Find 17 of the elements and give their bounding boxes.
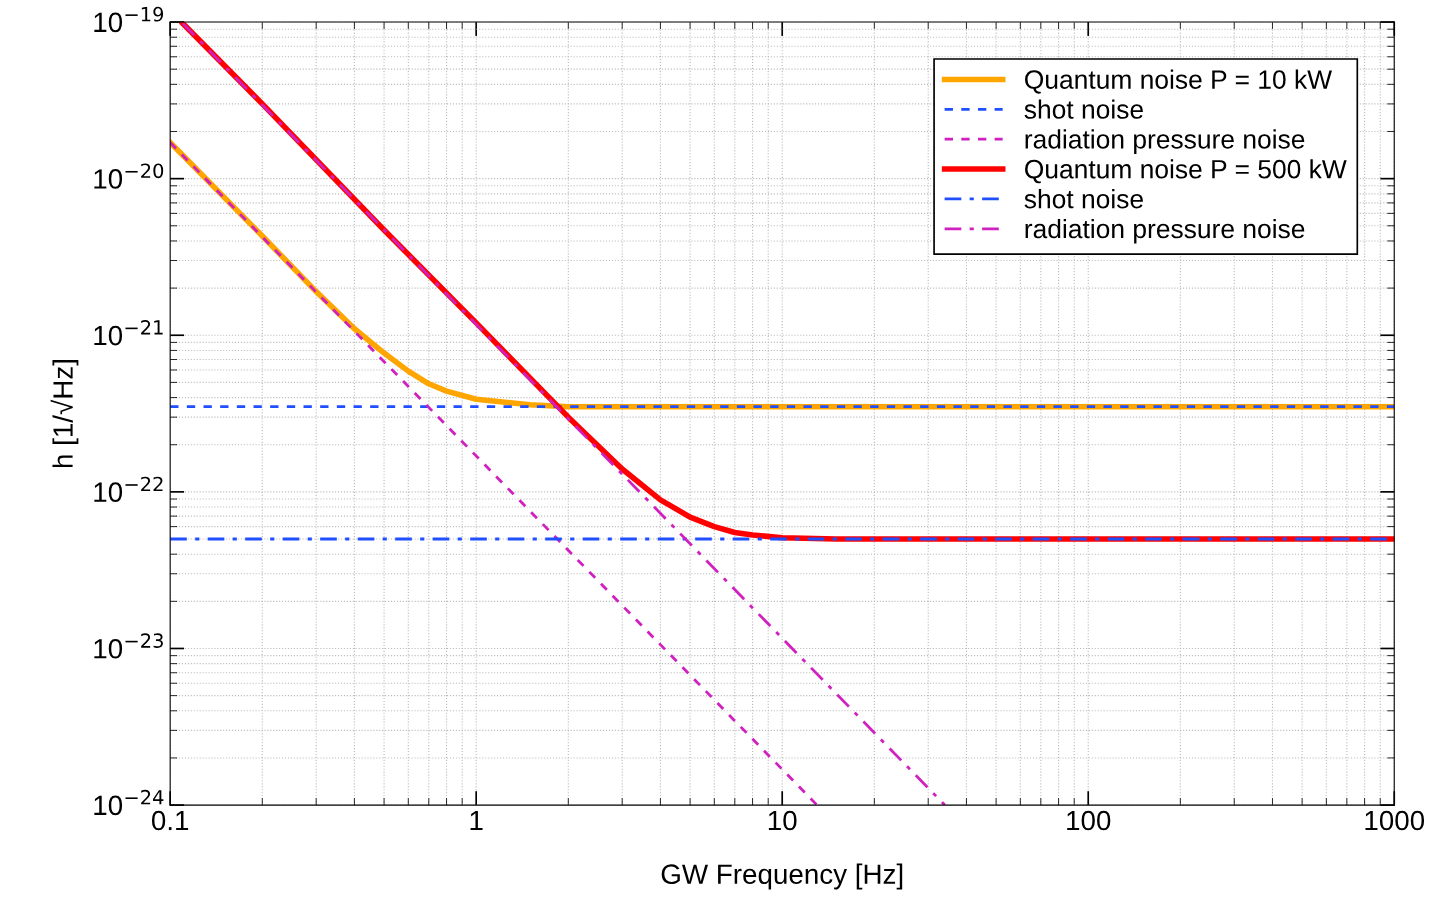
x-tick-label: 100 [1067, 810, 1111, 831]
legend-label: shot noise [1024, 189, 1143, 209]
x-tick-label: 10 [768, 810, 797, 831]
legend-label: shot noise [1024, 99, 1143, 119]
y-tick-label: 10$^{−19}$ [94, 6, 164, 33]
y-tick-label: 10$^{−23}$ [94, 633, 163, 659]
x-axis-title: GW Frequency [Hz] [661, 863, 903, 890]
legend-label: Quantum noise P = 500 kW [1025, 159, 1347, 184]
y-axis-title: h [1/√Hz] [50, 360, 79, 468]
y-tick-label: 10$^{−21}$ [94, 320, 163, 346]
x-tick-label: 1000 [1365, 810, 1425, 831]
x-tick-label: 1 [470, 810, 483, 831]
legend-label: Quantum noise P = 10 kW [1025, 69, 1332, 94]
y-tick-label: 10$^{−20}$ [94, 163, 164, 189]
y-tick-label: 10$^{−22}$ [94, 476, 163, 502]
legend-label: radiation pressure noise [1025, 218, 1305, 244]
legend-label: radiation pressure noise [1025, 129, 1305, 154]
